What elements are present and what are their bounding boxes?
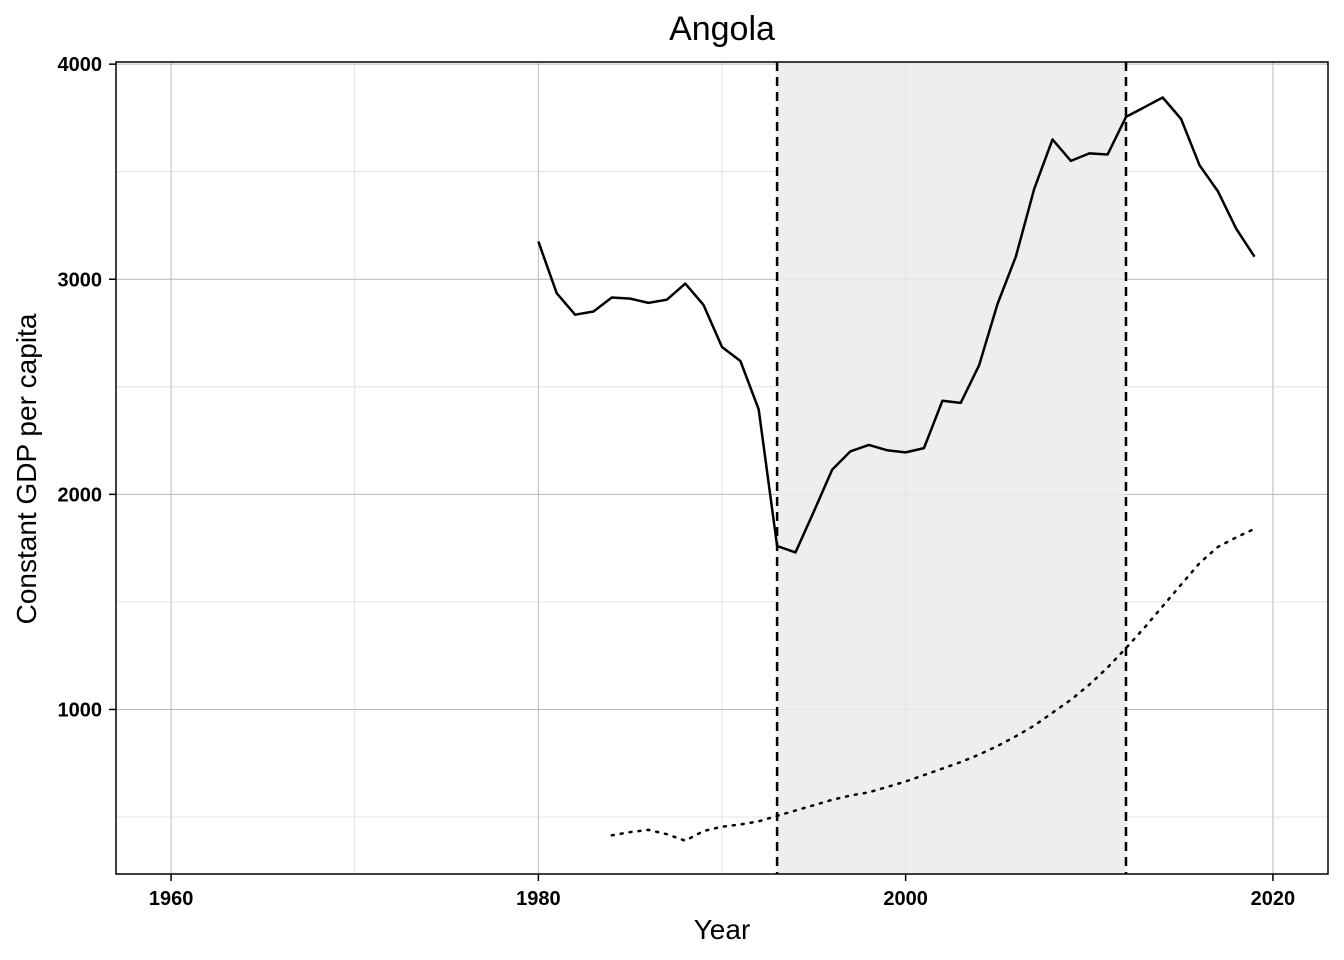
series-line-solid	[537, 96, 1256, 554]
x-axis-label: Year	[694, 914, 751, 945]
y-axis-ticks: 1000 2000 3000 4000	[58, 54, 116, 721]
x-tick-label: 2020	[1251, 888, 1296, 910]
y-axis-label: Constant GDP per capita	[11, 313, 42, 624]
chart-title: Angola	[669, 10, 775, 48]
plot-panel-border	[115, 61, 1329, 875]
series-layer	[537, 96, 1256, 842]
x-tick-label: 2000	[883, 888, 928, 910]
shaded-period	[777, 62, 1126, 874]
reference-lines-layer	[775, 62, 1128, 874]
y-tick-label: 1000	[58, 699, 103, 721]
y-tick-label: 3000	[58, 269, 103, 291]
x-tick-label: 1980	[516, 888, 561, 910]
shaded-region-layer	[777, 62, 1126, 874]
series-line-dotted	[610, 527, 1256, 842]
y-tick-label: 2000	[58, 484, 103, 506]
y-tick-label: 4000	[58, 54, 103, 76]
x-axis-ticks: 1960 1980 2000 2020	[149, 874, 1295, 910]
grid-lines	[116, 62, 1328, 874]
x-tick-label: 1960	[149, 888, 194, 910]
